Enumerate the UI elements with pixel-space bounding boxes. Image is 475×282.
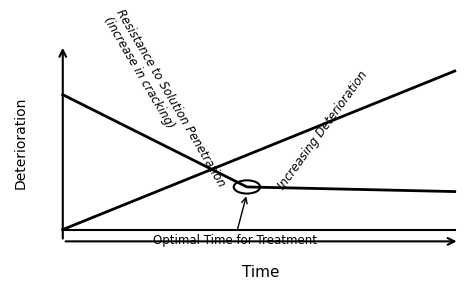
Text: Time: Time — [242, 265, 280, 280]
Text: Optimal Time for Treatment: Optimal Time for Treatment — [152, 198, 316, 247]
Text: Increasing Deterioration: Increasing Deterioration — [276, 69, 370, 192]
Text: Resistance to Solution Penetration
(increase in cracking): Resistance to Solution Penetration (incr… — [101, 7, 228, 197]
Text: Deterioration: Deterioration — [13, 97, 27, 190]
